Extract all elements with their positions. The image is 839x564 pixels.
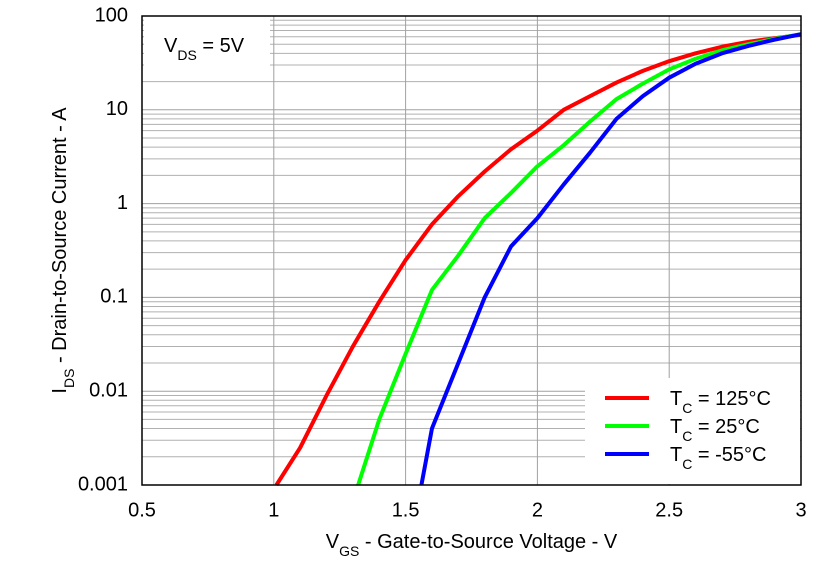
x-tick-label: 0.5 [128,499,156,521]
x-tick-label: 1.5 [392,499,420,521]
x-axis-label-part: GS [339,543,359,559]
annotation-part: DS [177,47,196,63]
x-axis-label-part: V [326,531,340,553]
y-axis-label-part: DS [61,369,77,388]
data-line [419,32,802,486]
x-axis-label: VGS - Gate-to-Source Voltage - V [326,531,618,559]
legend-label-part: T [670,416,682,438]
legend-label-part: C [682,400,692,416]
x-tick-label: 2 [532,499,543,521]
x-tick-label: 3 [795,499,806,521]
y-tick-label: 10 [106,98,128,120]
legend-label-part: = 25°C [692,416,759,438]
legend-label: TC = -55°C [670,444,766,472]
legend-label-part: C [682,456,692,472]
legend-label-part: C [682,428,692,444]
y-tick-label: 0.001 [78,473,128,495]
data-line [356,32,802,486]
legend-label-part: T [670,388,682,410]
legend-label-part: = -55°C [692,444,766,466]
legend-label: TC = 125°C [670,388,771,416]
annotation-box [144,18,270,74]
data-line [274,32,802,487]
annotation-part: = 5V [197,35,245,57]
y-tick-label: 100 [95,4,128,26]
x-tick-label: 2.5 [655,499,683,521]
y-axis-label: IDS - Drain-to-Source Current - A [49,107,77,394]
y-axis-label-part: I [49,388,71,394]
y-tick-label: 0.01 [89,379,128,401]
x-axis-label-part: - Gate-to-Source Voltage - V [359,531,618,553]
y-tick-label: 1 [117,192,128,214]
legend-box [585,378,800,484]
legend-label-part: T [670,444,682,466]
y-axis-label-part: - Drain-to-Source Current - A [49,107,71,369]
x-tick-label: 1 [268,499,279,521]
legend-label-part: = 125°C [692,388,771,410]
y-tick-label: 0.1 [100,286,128,308]
annotation: VDS = 5V [164,35,245,63]
legend-label: TC = 25°C [670,416,760,444]
annotation-part: V [164,35,178,57]
plot-frame [141,15,802,486]
